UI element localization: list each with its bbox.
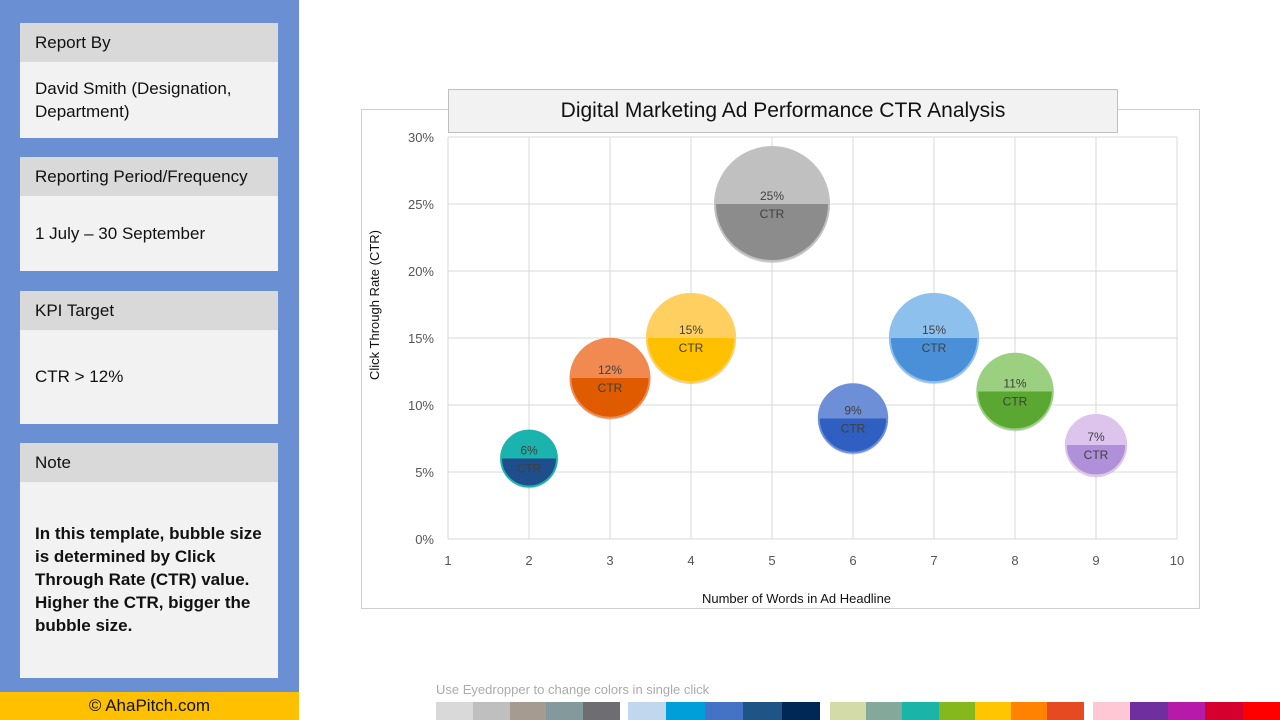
- y-tick-label: 30%: [408, 130, 434, 145]
- report-by-label: Report By: [20, 23, 278, 62]
- color-swatch[interactable]: [546, 702, 584, 720]
- bubble-value-label: 15%: [922, 323, 946, 337]
- y-axis-label: Click Through Rate (CTR): [367, 230, 382, 380]
- kpi-label: KPI Target: [20, 291, 278, 330]
- period-card: Reporting Period/Frequency 1 July – 30 S…: [20, 157, 278, 271]
- x-tick-label: 3: [606, 553, 613, 568]
- color-swatch[interactable]: [509, 702, 547, 720]
- x-tick-label: 5: [768, 553, 775, 568]
- bubble-6: [817, 383, 889, 454]
- bubble-8: [976, 352, 1054, 431]
- bubble-sub-label: CTR: [679, 341, 704, 355]
- bubble-2: [500, 429, 558, 488]
- x-axis-label: Number of Words in Ad Headline: [702, 591, 891, 606]
- footer-credit: © AhaPitch.com: [0, 692, 299, 720]
- report-by-card: Report By David Smith (Designation, Depa…: [20, 23, 278, 138]
- bubble-sub-label: CTR: [517, 462, 542, 476]
- kpi-value: CTR > 12%: [35, 367, 124, 386]
- color-swatch[interactable]: [1047, 702, 1084, 720]
- color-swatch[interactable]: [472, 702, 511, 720]
- color-swatch[interactable]: [704, 702, 744, 720]
- bubble-sub-label: CTR: [598, 381, 623, 395]
- kpi-card: KPI Target CTR > 12%: [20, 291, 278, 424]
- bubble-value-label: 25%: [760, 189, 784, 203]
- chart-title: Digital Marketing Ad Performance CTR Ana…: [448, 89, 1118, 133]
- bubble-value-label: 11%: [1003, 377, 1026, 391]
- note-card: Note In this template, bubble size is de…: [20, 443, 278, 678]
- x-tick-label: 8: [1011, 553, 1018, 568]
- period-value: 1 July – 30 September: [35, 224, 206, 243]
- color-swatch[interactable]: [583, 702, 621, 720]
- color-swatch[interactable]: [1205, 702, 1244, 720]
- color-swatch[interactable]: [866, 702, 903, 720]
- x-tick-label: 4: [687, 553, 694, 568]
- bubble-sub-label: CTR: [760, 207, 785, 221]
- bubble-3: [569, 337, 651, 419]
- y-tick-label: 10%: [408, 398, 434, 413]
- bubble-7: [888, 292, 980, 384]
- color-swatch[interactable]: [1130, 702, 1169, 720]
- report-by-value: David Smith (Designation, Department): [35, 79, 232, 121]
- x-tick-label: 7: [930, 553, 937, 568]
- color-swatch[interactable]: [781, 702, 821, 720]
- color-swatch[interactable]: [1242, 702, 1280, 720]
- color-swatch[interactable]: [1093, 702, 1131, 720]
- y-tick-label: 20%: [408, 264, 434, 279]
- bubble-sub-label: CTR: [922, 341, 947, 355]
- color-swatch[interactable]: [830, 702, 867, 720]
- color-swatch[interactable]: [902, 702, 940, 720]
- bubble-value-label: 9%: [844, 403, 862, 417]
- bubble-sub-label: CTR: [1084, 448, 1109, 462]
- y-tick-label: 0%: [415, 532, 434, 547]
- bubble-5: [714, 146, 830, 262]
- y-tick-label: 15%: [408, 331, 434, 346]
- bubble-sub-label: CTR: [1003, 395, 1028, 409]
- color-swatch[interactable]: [1011, 702, 1048, 720]
- bubble-9: [1064, 414, 1128, 477]
- color-swatch[interactable]: [743, 702, 783, 720]
- color-swatch[interactable]: [938, 702, 976, 720]
- color-swatch[interactable]: [628, 702, 667, 720]
- color-swatch[interactable]: [436, 702, 474, 720]
- x-tick-label: 9: [1092, 553, 1099, 568]
- x-tick-label: 6: [849, 553, 856, 568]
- x-tick-label: 1: [444, 553, 451, 568]
- bubble-4: [645, 292, 737, 384]
- bubble-value-label: 6%: [520, 444, 538, 458]
- color-swatch[interactable]: [1167, 702, 1206, 720]
- color-swatch[interactable]: [974, 702, 1012, 720]
- bubble-sub-label: CTR: [841, 421, 866, 435]
- y-tick-label: 25%: [408, 197, 434, 212]
- period-label: Reporting Period/Frequency: [20, 157, 278, 196]
- x-tick-label: 2: [525, 553, 532, 568]
- bubble-value-label: 12%: [598, 363, 622, 377]
- sidebar: Report By David Smith (Designation, Depa…: [0, 0, 299, 692]
- color-swatch[interactable]: [666, 702, 706, 720]
- y-tick-label: 5%: [415, 465, 434, 480]
- note-value: In this template, bubble size is determi…: [35, 524, 262, 635]
- x-tick-label: 10: [1170, 553, 1184, 568]
- bubble-value-label: 15%: [679, 323, 703, 337]
- note-label: Note: [20, 443, 278, 482]
- bubble-value-label: 7%: [1087, 430, 1105, 444]
- palette-hint: Use Eyedropper to change colors in singl…: [436, 682, 710, 697]
